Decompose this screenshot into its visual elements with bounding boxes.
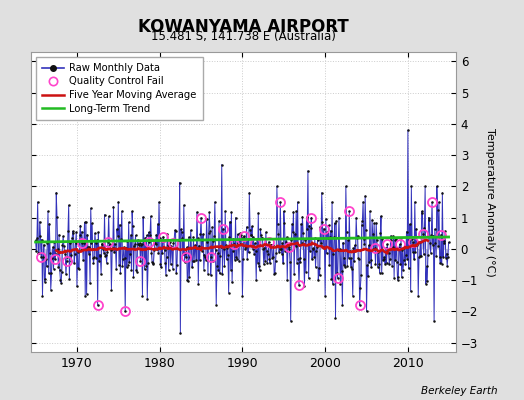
Legend: Raw Monthly Data, Quality Control Fail, Five Year Moving Average, Long-Term Tren: Raw Monthly Data, Quality Control Fail, …	[37, 57, 203, 120]
Text: 15.481 S, 141.738 E (Australia): 15.481 S, 141.738 E (Australia)	[151, 30, 336, 43]
Text: KOWANYAMA AIRPORT: KOWANYAMA AIRPORT	[138, 18, 349, 36]
Y-axis label: Temperature Anomaly (°C): Temperature Anomaly (°C)	[485, 128, 495, 276]
Text: Berkeley Earth: Berkeley Earth	[421, 386, 498, 396]
